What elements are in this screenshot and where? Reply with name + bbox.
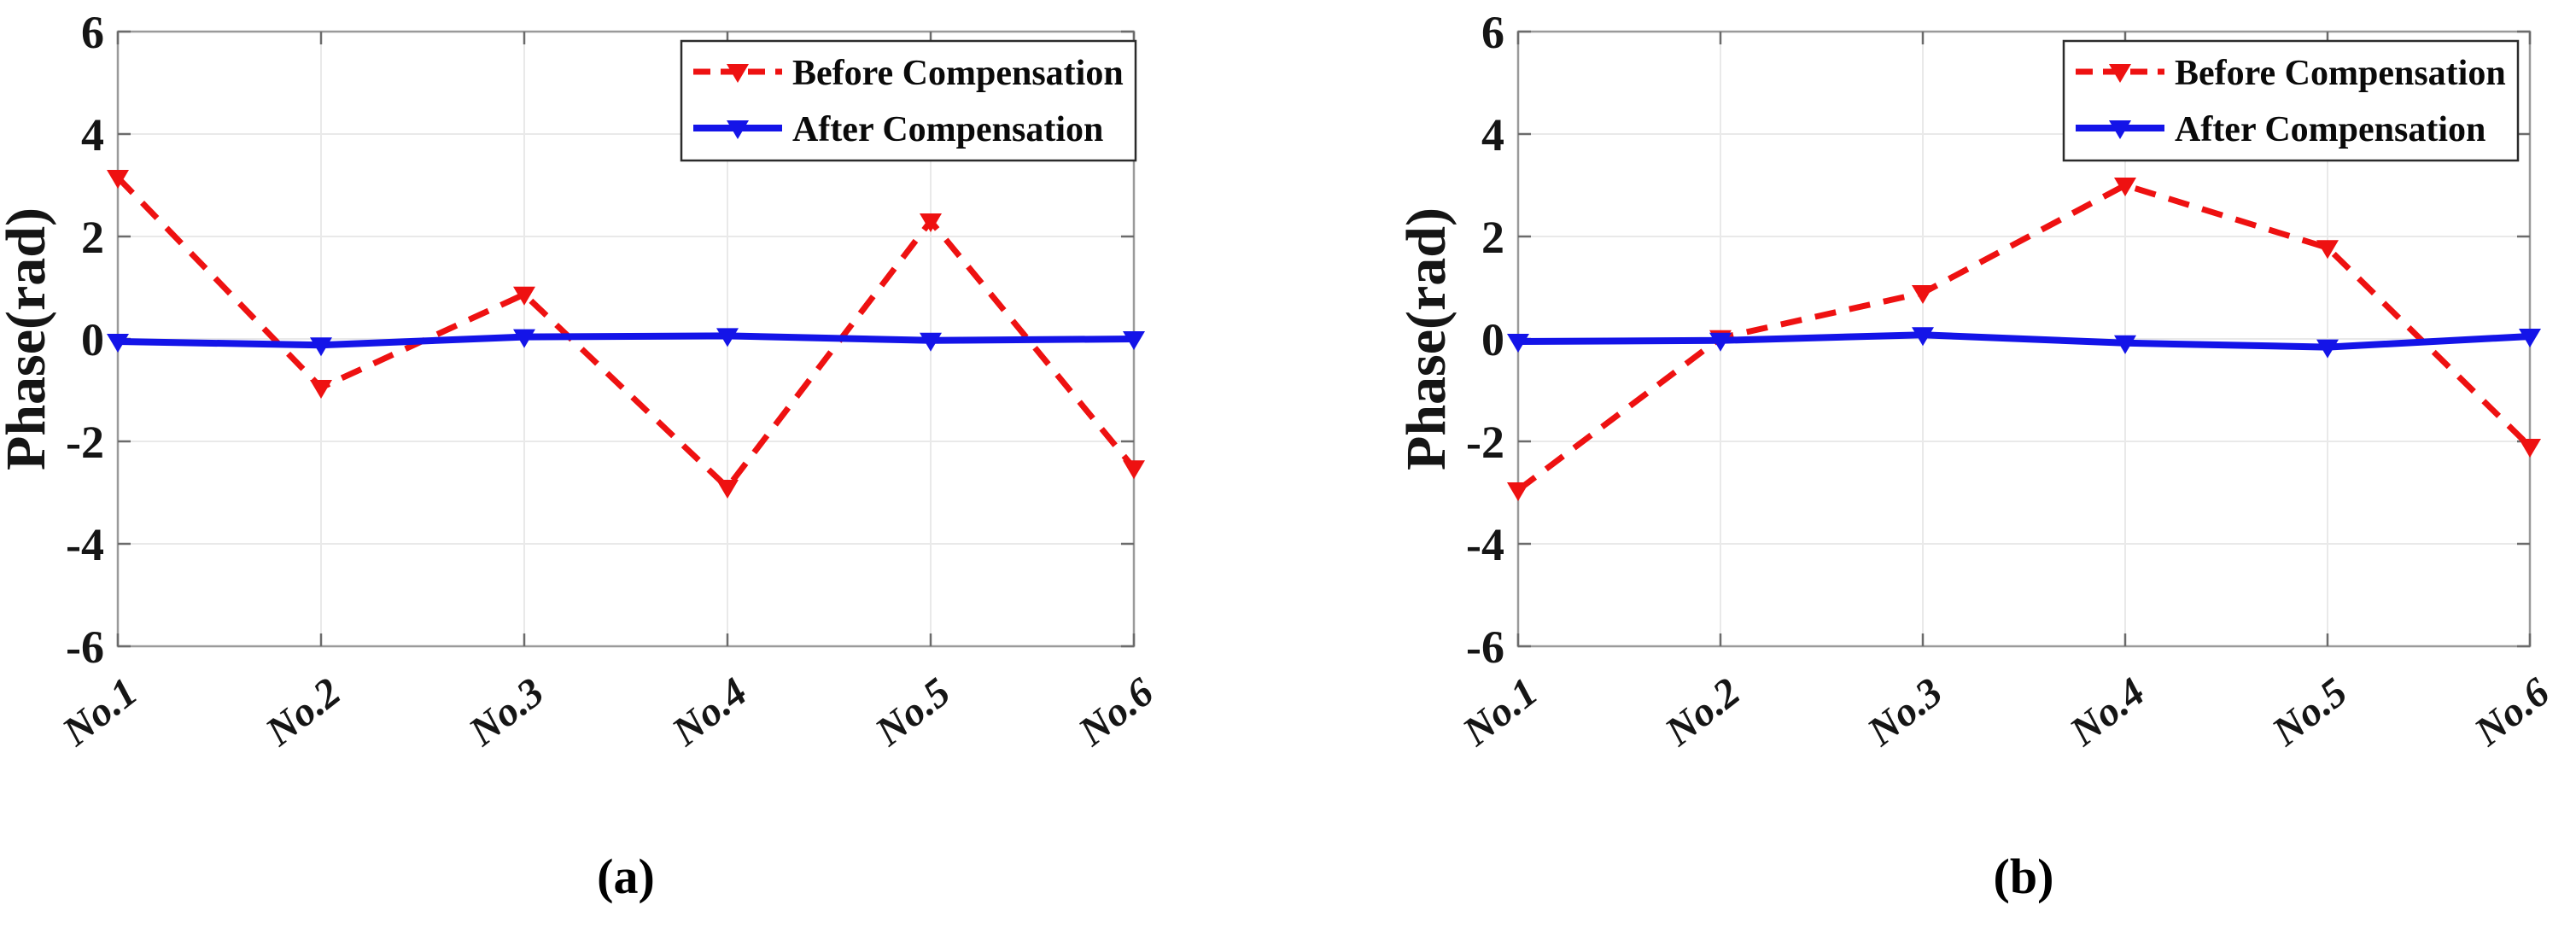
y-tick-label: 0 — [81, 314, 104, 365]
x-tick-label: No.5 — [2263, 669, 2356, 756]
series-after-compensation — [1507, 327, 2541, 359]
triangle-down-marker — [716, 328, 739, 347]
triangle-down-marker — [107, 170, 129, 189]
y-tick-label: -4 — [66, 519, 104, 570]
legend: Before Compensation After Compensation — [680, 39, 1137, 162]
triangle-down-marker — [2114, 335, 2136, 354]
legend-marker — [2109, 120, 2131, 139]
x-tick-label: No.1 — [54, 669, 146, 756]
series-after-compensation — [107, 328, 1145, 357]
legend-marker — [2109, 64, 2131, 83]
legend-marker — [727, 64, 749, 83]
x-tick-label: No.4 — [663, 669, 756, 756]
triangle-down-marker — [2519, 329, 2541, 347]
legend-entry-label: After Compensation — [792, 110, 1103, 149]
legend-box — [680, 39, 1137, 162]
x-axis-tick-labels: No.1 No.2 No.3 No.4 No.5 No.6 — [1454, 669, 2558, 756]
y-tick-label: -4 — [1466, 519, 1504, 570]
triangle-down-marker — [1123, 331, 1145, 350]
x-tick-label: No.6 — [2466, 669, 2558, 756]
x-tick-label: No.1 — [1454, 669, 1546, 756]
triangle-down-marker — [513, 286, 535, 306]
y-tick-label: -6 — [66, 622, 104, 673]
triangle-down-marker — [2114, 178, 2136, 196]
y-tick-label: -2 — [66, 417, 104, 468]
triangle-down-marker — [716, 480, 739, 499]
legend: Before Compensation After Compensation — [2062, 39, 2520, 162]
x-axis-tick-labels: No.1 No.2 No.3 No.4 No.5 No.6 — [54, 669, 1162, 756]
y-axis-label: Phase(rad) — [0, 207, 57, 470]
y-tick-label: -2 — [1466, 417, 1504, 468]
triangle-down-marker — [107, 334, 129, 353]
legend-entry-label: Before Compensation — [792, 54, 1124, 93]
x-tick-label: No.4 — [2061, 669, 2153, 756]
y-axis-tick-labels: 6 4 2 0 -2 -4 -6 — [66, 7, 104, 673]
x-tick-label: No.2 — [1656, 669, 1749, 756]
x-tick-label: No.3 — [1859, 669, 1951, 756]
y-axis-label: Phase(rad) — [1395, 207, 1457, 470]
triangle-down-marker — [1912, 327, 1934, 347]
triangle-down-marker — [2519, 439, 2541, 458]
y-tick-label: 2 — [81, 212, 104, 263]
x-tick-label: No.2 — [257, 669, 349, 756]
legend-box — [2062, 39, 2520, 162]
y-tick-label: -6 — [1466, 622, 1504, 673]
chart-panel-a: 6 4 2 0 -2 -4 -6No.1 No.2 No.3 No.4 No.5 No.6 Phase(… — [0, 7, 1162, 756]
y-tick-label: 4 — [1481, 109, 1504, 161]
y-tick-label: 0 — [1481, 314, 1504, 365]
y-tick-label: 6 — [1481, 7, 1504, 58]
caption-a: (a) — [597, 849, 655, 904]
y-axis-tick-labels: 6 4 2 0 -2 -4 -6 — [1466, 7, 1504, 673]
series-line — [1517, 331, 2531, 351]
triangle-down-marker — [513, 329, 535, 348]
y-tick-label: 4 — [81, 109, 104, 161]
series-line — [1516, 182, 2532, 493]
triangle-down-marker — [2316, 240, 2339, 260]
series-before-compensation — [107, 170, 1145, 499]
triangle-down-marker — [1709, 332, 1732, 352]
triangle-down-marker — [920, 213, 942, 232]
x-tick-label: No.6 — [1070, 669, 1162, 756]
triangle-down-marker — [1912, 285, 1934, 304]
y-tick-label: 2 — [1481, 212, 1504, 263]
triangle-down-marker — [1123, 460, 1145, 480]
y-tick-label: 6 — [81, 7, 104, 58]
x-tick-label: No.3 — [460, 669, 552, 756]
triangle-down-marker — [310, 337, 332, 357]
triangle-down-marker — [920, 332, 942, 352]
triangle-down-marker — [1507, 334, 1529, 353]
chart-panel-b: 6 4 2 0 -2 -4 -6No.1 No.2 No.3 No.4 No.5 No.6 Phase(… — [1395, 7, 2558, 756]
series-line — [117, 332, 1135, 349]
triangle-down-marker — [2316, 339, 2339, 359]
caption-b: (b) — [1993, 849, 2054, 904]
triangle-down-marker — [310, 380, 332, 399]
x-tick-label: No.5 — [867, 669, 959, 756]
legend-marker — [727, 120, 749, 139]
legend-entry-label: Before Compensation — [2175, 54, 2506, 93]
legend-entry-label: After Compensation — [2175, 110, 2485, 149]
triangle-down-marker — [1507, 482, 1529, 501]
